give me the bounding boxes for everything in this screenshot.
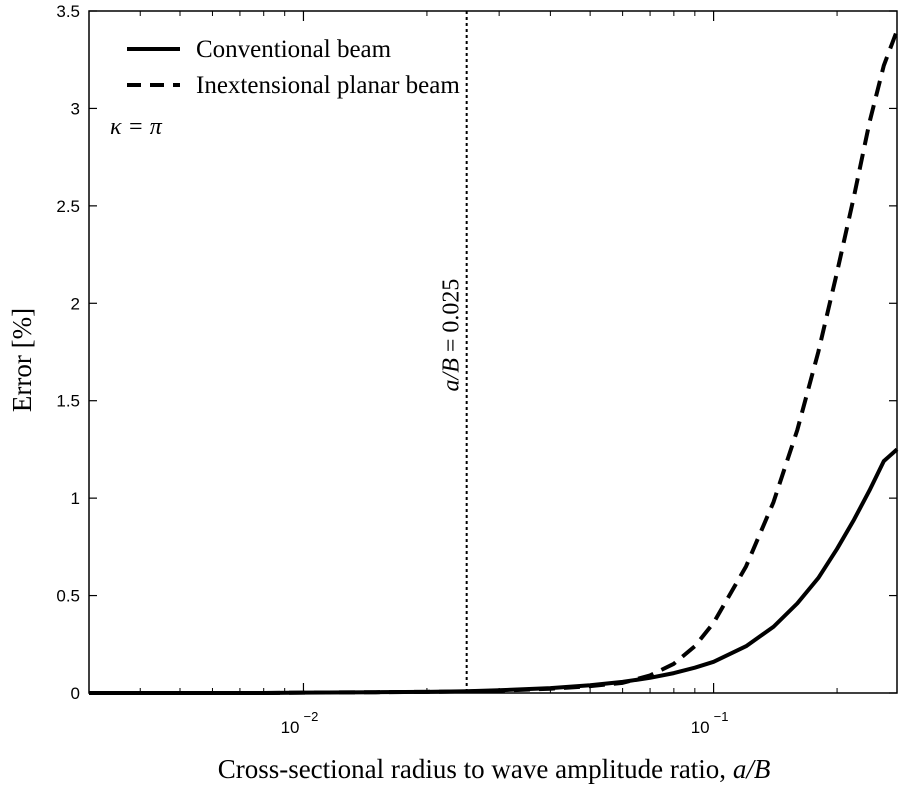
x-tick-label-base: 10: [691, 718, 710, 737]
series-lines: [89, 29, 899, 695]
x-tick-label-exponent: −2: [304, 709, 319, 724]
y-tick-label: 2: [71, 294, 80, 313]
y-tick-label: 2.5: [56, 197, 80, 216]
x-axis-title-italic: a/B: [733, 754, 771, 784]
legend-label-conventional: Conventional beam: [196, 36, 392, 63]
reference-line-label-italic: a/B: [439, 358, 465, 392]
axis-ticks: 0 0.5 1 1.5 2 2.5 3 3.5 10 −2 10 −1: [56, 2, 897, 737]
y-tick-label: 0: [71, 684, 80, 703]
x-tick-label: 10 −2: [281, 709, 319, 737]
y-tick-label: 1: [71, 489, 80, 508]
x-tick-label-base: 10: [281, 718, 300, 737]
reference-line-label: a/B = 0.025: [439, 279, 465, 392]
y-tick-label: 3.5: [56, 2, 80, 21]
legend: Conventional beam Inextensional planar b…: [127, 36, 460, 99]
x-axis-title: Cross-sectional radius to wave amplitude…: [218, 754, 771, 784]
x-axis-title-text: Cross-sectional radius to wave amplitude…: [218, 754, 733, 784]
plot-frame: [88, 10, 898, 694]
y-tick-label: 1.5: [56, 392, 80, 411]
reference-line-group: a/B = 0.025: [439, 11, 468, 693]
y-tick-label: 0.5: [56, 587, 80, 606]
legend-label-inextensional: Inextensional planar beam: [196, 72, 460, 99]
y-tick-label: 3: [71, 99, 80, 118]
reference-line-label-value: = 0.025: [439, 279, 465, 359]
x-tick-label: 10 −1: [691, 709, 729, 737]
kappa-annotation: κ = π: [110, 114, 163, 140]
series-line-conventional: [89, 447, 899, 695]
series-line-inextensional: [89, 29, 899, 695]
plot-area: [88, 10, 898, 694]
y-axis-title: Error [%]: [7, 308, 37, 412]
x-tick-label-exponent: −1: [714, 709, 729, 724]
